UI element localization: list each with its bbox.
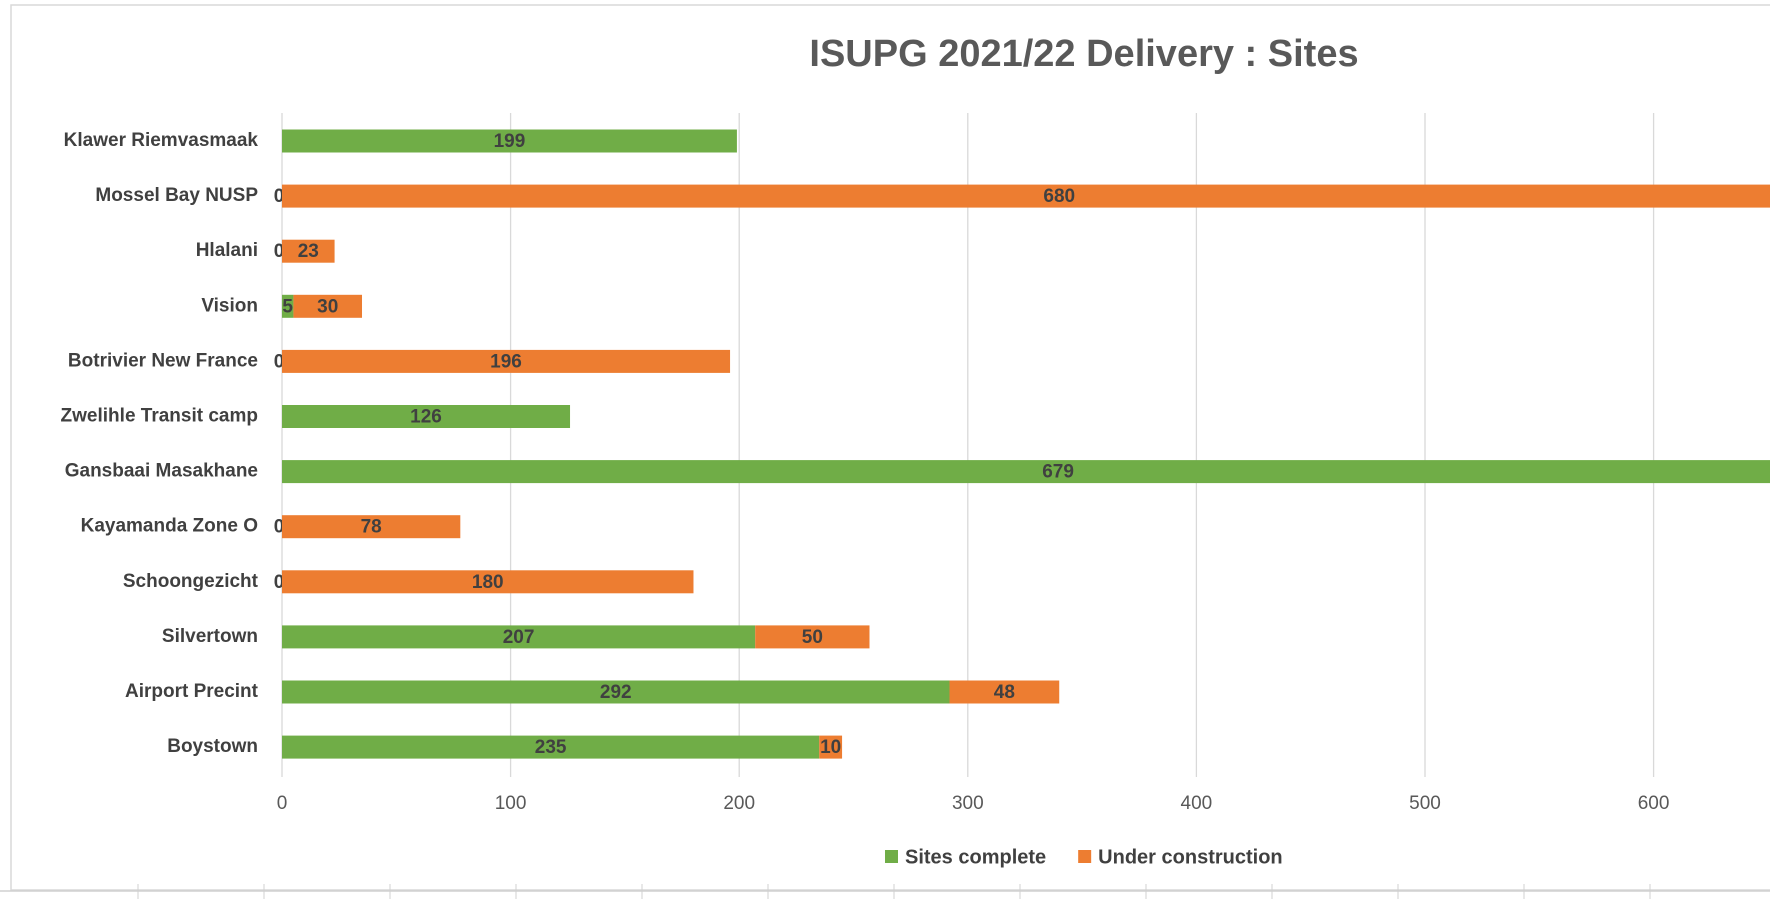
data-label: 126 — [410, 407, 442, 428]
bar — [282, 680, 950, 704]
y-tick-label: Kayamanda Zone O — [81, 516, 258, 537]
bar — [282, 460, 1770, 484]
legend-swatch — [885, 850, 898, 863]
y-tick-label: Gansbaai Masakhane — [65, 461, 258, 482]
y-tick-label: Airport Precint — [125, 681, 259, 702]
bar — [819, 735, 843, 759]
x-tick-label: 600 — [1638, 793, 1670, 814]
chart-title: ISUPG 2021/22 Delivery : Sites — [809, 33, 1358, 75]
data-label: 10 — [820, 737, 841, 758]
legend-label: Under construction — [1098, 846, 1282, 868]
data-label: 78 — [361, 517, 382, 538]
bar — [282, 570, 694, 594]
x-tick-label: 400 — [1181, 793, 1213, 814]
y-tick-label: Klawer Riemvasmaak — [64, 130, 259, 151]
bar — [293, 294, 363, 318]
bar — [282, 515, 461, 539]
data-label: 23 — [298, 241, 319, 262]
data-label: 5 — [282, 296, 293, 317]
data-label: 679 — [1042, 462, 1074, 483]
bar — [949, 680, 1060, 704]
bar — [282, 184, 1770, 208]
bar — [755, 625, 870, 649]
legend-swatch — [1078, 850, 1092, 863]
data-label: 50 — [802, 627, 823, 648]
data-label: 0 — [274, 517, 285, 538]
data-label: 0 — [274, 351, 285, 372]
data-label: 207 — [503, 627, 535, 648]
y-tick-label: Silvertown — [162, 626, 258, 647]
data-label: 180 — [472, 572, 504, 593]
x-tick-label: 0 — [277, 793, 288, 814]
data-label: 30 — [317, 296, 338, 317]
bar — [282, 294, 294, 318]
data-label: 196 — [490, 351, 522, 372]
y-tick-label: Hlalani — [196, 240, 258, 261]
x-tick-label: 200 — [723, 793, 755, 814]
y-tick-label: Zwelihle Transit camp — [61, 406, 258, 427]
data-label: 0 — [274, 572, 285, 593]
data-label: 199 — [494, 131, 526, 152]
x-tick-label: 100 — [495, 793, 527, 814]
bar — [282, 735, 820, 759]
x-tick-label: 300 — [952, 793, 984, 814]
data-label: 680 — [1043, 186, 1075, 207]
bar — [282, 349, 731, 373]
data-label: 235 — [535, 737, 567, 758]
data-label: 0 — [274, 186, 285, 207]
bar — [282, 239, 335, 263]
data-label: 0 — [274, 241, 285, 262]
bar — [282, 129, 737, 153]
y-tick-label: Botrivier New France — [68, 350, 258, 371]
data-label: 292 — [600, 682, 632, 703]
chart-frame — [10, 4, 1770, 891]
y-tick-label: Boystown — [167, 736, 258, 757]
y-tick-label: Schoongezicht — [123, 571, 259, 592]
data-label: 48 — [994, 682, 1015, 703]
y-tick-label: Vision — [201, 295, 258, 316]
legend-label: Sites complete — [905, 846, 1046, 868]
x-tick-label: 500 — [1409, 793, 1441, 814]
bar — [282, 625, 756, 649]
y-tick-label: Mossel Bay NUSP — [95, 185, 258, 206]
bar — [282, 405, 571, 428]
